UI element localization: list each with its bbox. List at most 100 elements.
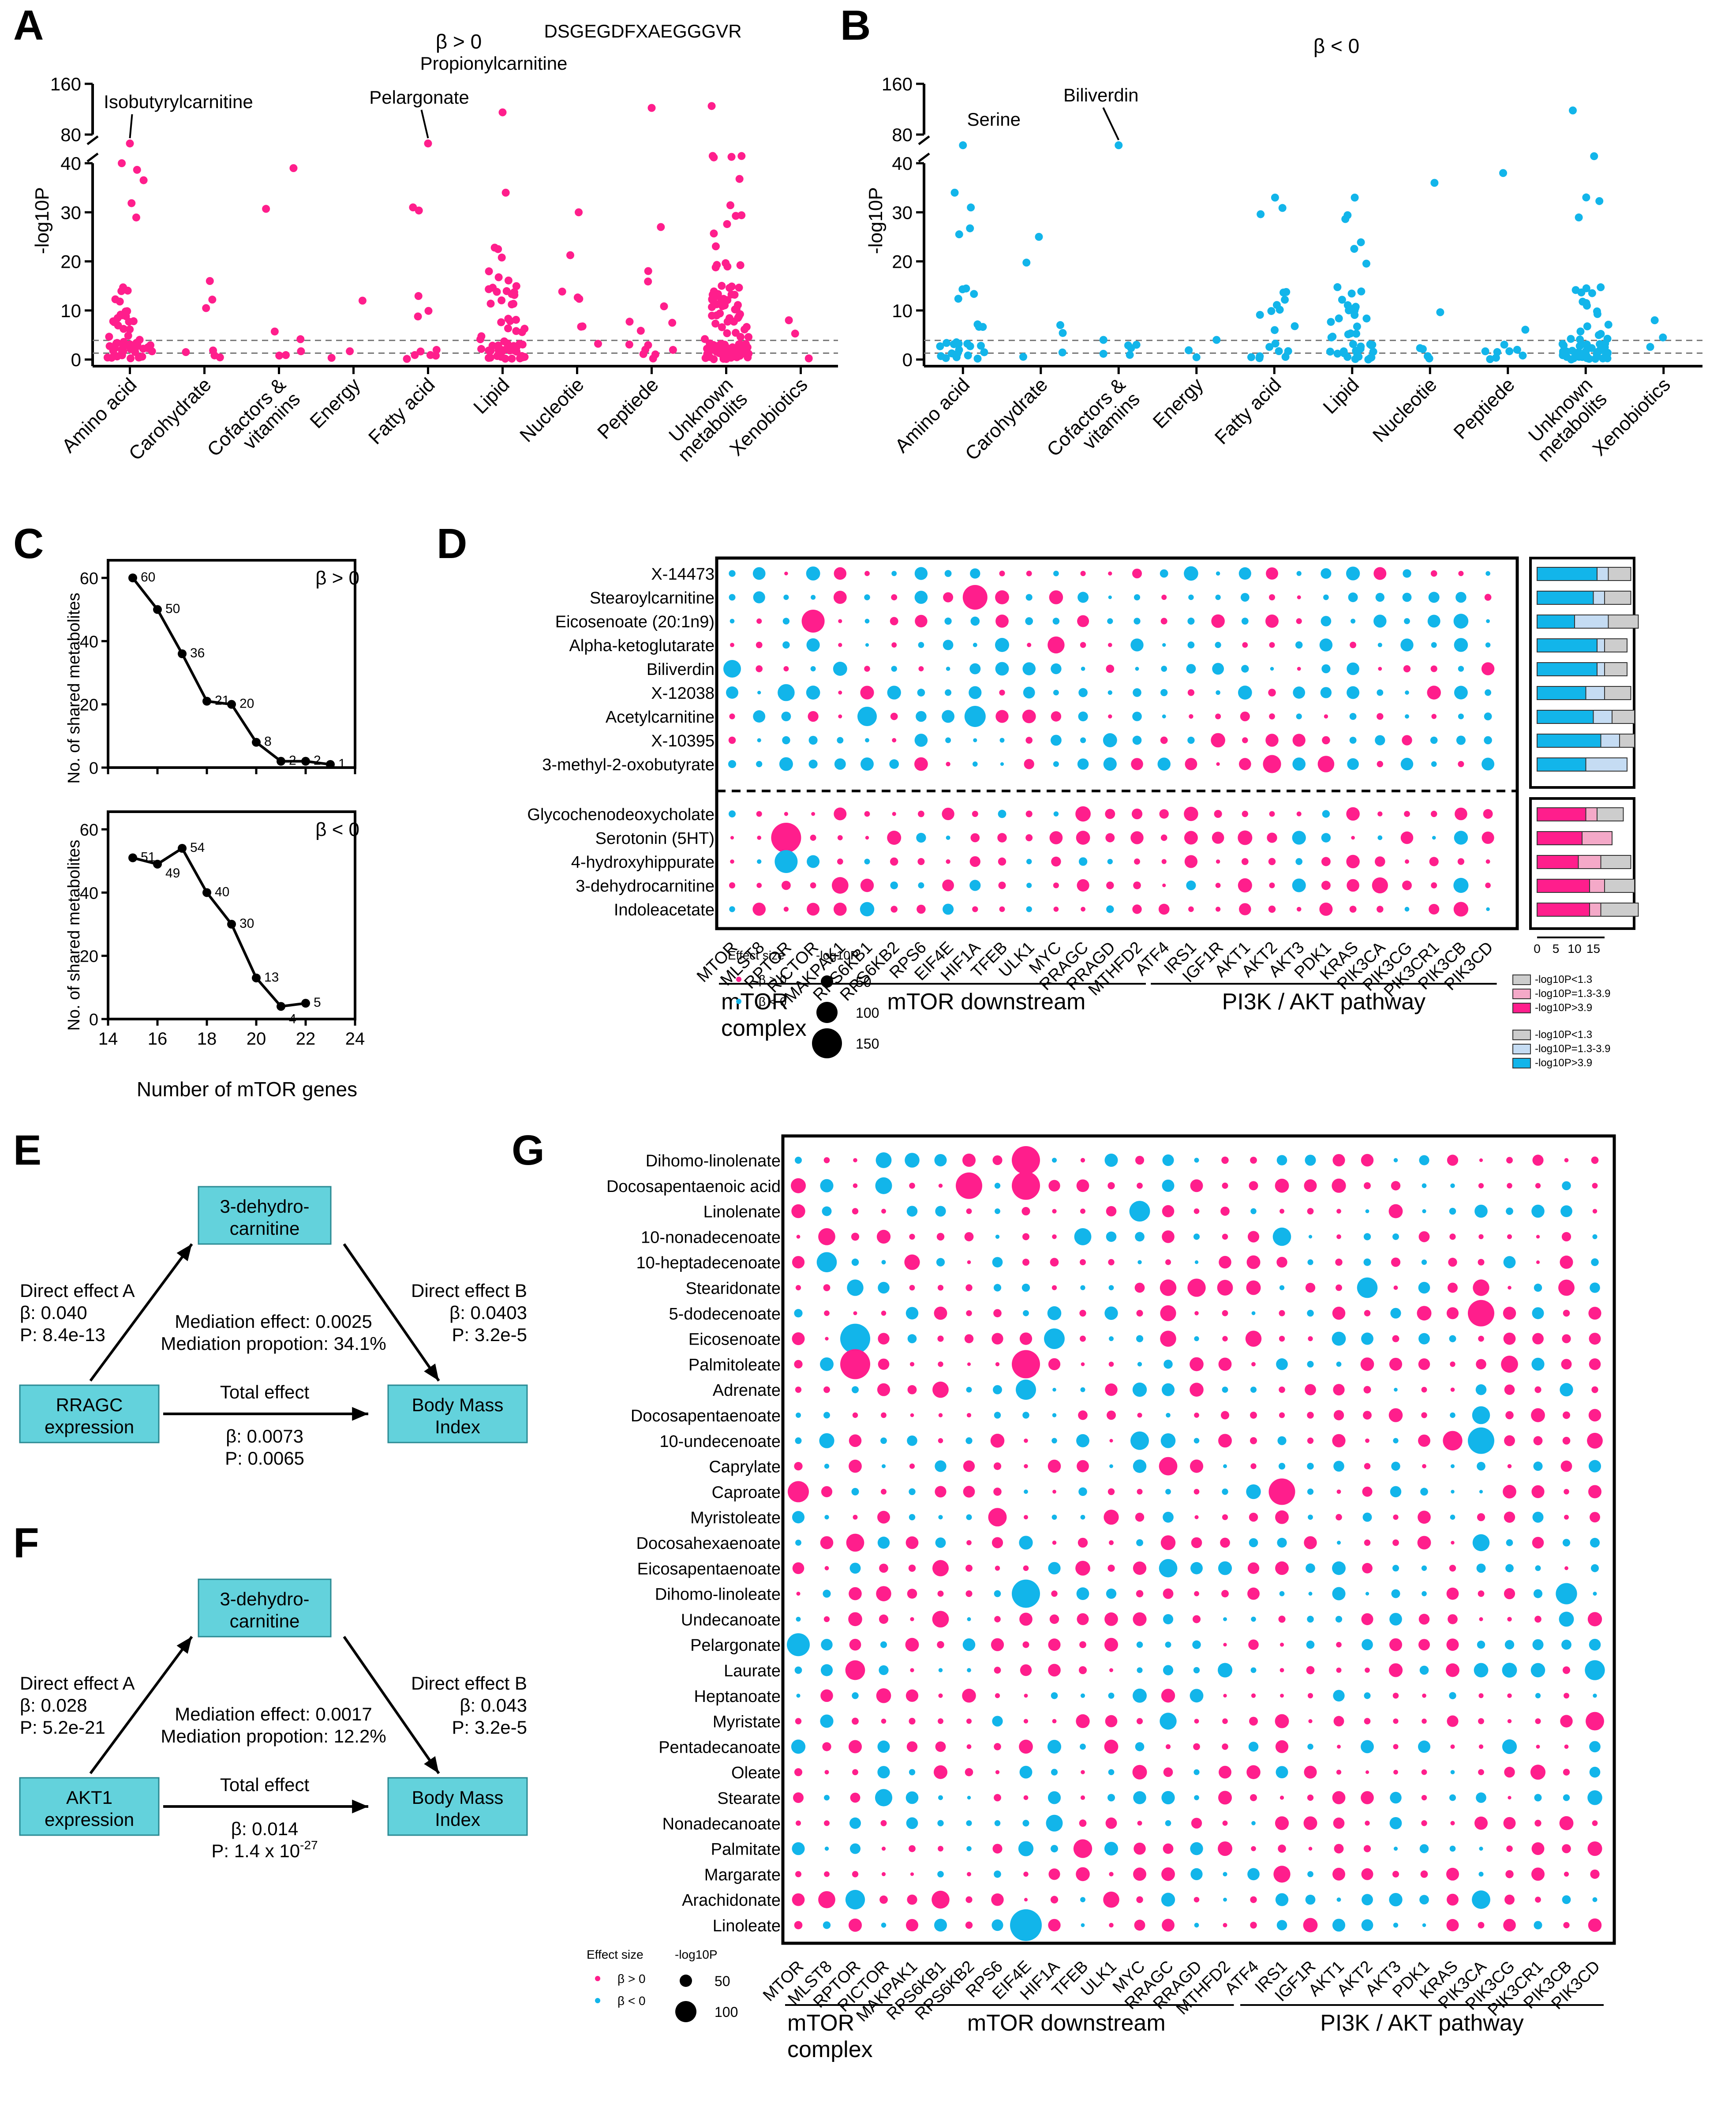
dot [1562,1666,1571,1674]
data-point [1597,341,1605,350]
dot [1027,643,1032,647]
dot [1482,757,1495,771]
total-effect-title: Total effect [220,1382,310,1402]
total-effect-p: P: 1.4 x 10-27 [211,1838,318,1861]
data-point [1576,327,1585,336]
dot [852,1871,859,1878]
legend-neg-label: β < 0 [617,1994,646,2008]
dot [1420,1488,1428,1496]
dot [932,1890,950,1909]
dot [995,1208,1000,1214]
dot [1336,1234,1341,1239]
dot [1021,1207,1030,1216]
dot [1275,1740,1289,1754]
dot [937,1641,944,1649]
dot [1592,1897,1598,1902]
dot [1190,1383,1204,1397]
panel-letter-d: D [437,520,467,567]
dot [991,1919,1003,1931]
dot [995,1362,1000,1367]
legend-size-label: 150 [856,1036,879,1052]
series-point [277,757,285,766]
dot [1363,1411,1372,1420]
dot [1109,1464,1113,1468]
exposure-box-line1: AKT1 [66,1787,112,1808]
shared-metabolites-line-plots: No. of shared metabolites No. of shared … [65,559,365,1101]
dot [969,686,982,699]
data-point [508,354,516,363]
dot [1535,1565,1541,1571]
dot [1453,877,1469,893]
dot [1184,566,1198,581]
point-label: 8 [264,735,272,749]
data-point [1362,259,1370,268]
dot [1240,711,1250,722]
dot [1133,1612,1147,1626]
row-label: Dihomo-linoleate [655,1585,781,1604]
dot [1076,831,1090,845]
dot [964,1232,974,1241]
y-tick-label: 20 [80,696,98,715]
dot [1364,1692,1371,1699]
dot [1563,1310,1570,1317]
annotation-label: DSGEGDFXAEGGGVR [544,21,741,41]
dot [1478,1234,1484,1240]
dot [1131,758,1143,770]
dot [935,1537,946,1548]
dot [1564,1744,1569,1749]
dot [1025,594,1033,601]
dot [1586,1712,1604,1731]
data-point [1326,348,1334,356]
direct-effect-a-beta: β: 0.040 [20,1302,87,1323]
data-point [950,188,959,197]
dot [945,689,952,696]
dot [1166,1413,1171,1418]
dot [1364,1539,1371,1546]
dot [1449,1207,1456,1215]
dot [877,1537,890,1549]
dot [1297,667,1301,671]
dot [1503,1817,1516,1829]
dot [1080,1693,1085,1698]
dot [1324,714,1328,719]
annotation-leader [1102,107,1120,141]
data-point [737,152,746,160]
dot [1449,1692,1456,1699]
data-point [1056,321,1064,329]
data-point [1059,329,1067,337]
dot [1418,1358,1430,1370]
dot [1161,1383,1175,1396]
dot [972,906,978,912]
dot [988,1508,1007,1527]
dot [1507,1693,1512,1698]
series-point [277,1002,285,1011]
panel-g-dots [787,1146,1605,1941]
dot [1104,1510,1119,1525]
dot [1588,1409,1601,1422]
category-label-text: Carohydrate [961,374,1052,465]
dot [1450,1770,1455,1774]
outcome-box-line1: Body Mass [412,1787,504,1808]
dot [967,1795,971,1800]
row-label: Eicosenoate [688,1330,781,1349]
dot [1019,1536,1033,1550]
dot [1135,1742,1145,1751]
dot [890,617,898,626]
outcome-box-line2: Index [435,1417,480,1437]
dot [1250,1667,1257,1673]
dot [910,1872,914,1876]
dot [853,1311,857,1315]
dot [1163,1588,1174,1599]
dot [1562,1411,1571,1419]
dot [879,1665,889,1675]
data-point [1257,210,1265,218]
dot [1533,1436,1543,1446]
data-point [1279,289,1287,297]
dot [1374,856,1385,867]
dot [909,1514,916,1521]
category-label: Peptiede [593,374,662,443]
stacked-bar-segment [1582,831,1613,845]
dot [1388,1204,1403,1218]
dot [1449,1335,1456,1342]
dot [852,1692,859,1699]
